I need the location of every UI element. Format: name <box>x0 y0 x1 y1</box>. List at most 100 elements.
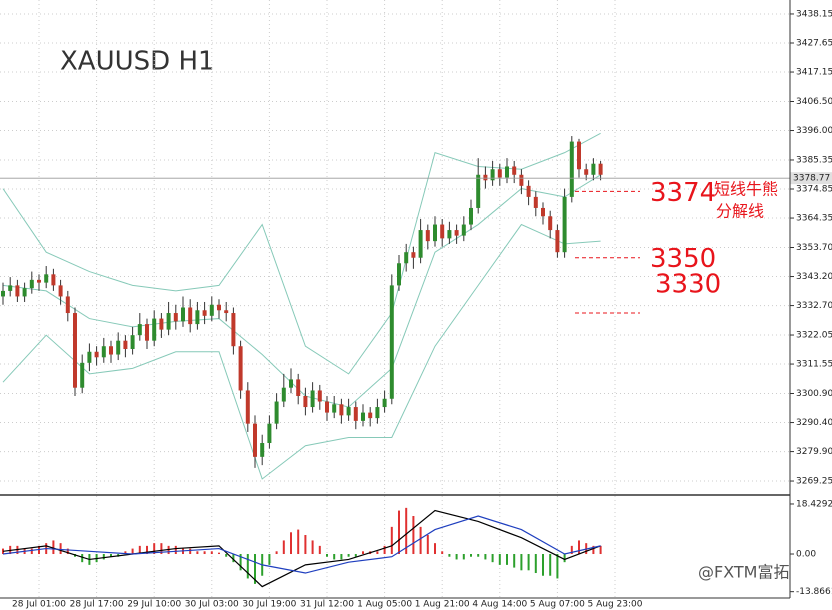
candle-body <box>375 407 380 419</box>
macd-histogram-bar <box>362 551 364 555</box>
candle-body <box>404 252 409 264</box>
x-tick-label: 28 Jul 01:00 <box>12 600 66 610</box>
y-tick-label: 3269.25 <box>796 477 832 487</box>
candle-body <box>447 230 452 239</box>
macd-histogram-bar <box>383 545 386 555</box>
candle-body <box>231 313 236 347</box>
candle-body <box>382 398 387 408</box>
macd-histogram-bar <box>513 554 516 568</box>
candle-body <box>123 340 128 349</box>
macd-histogram-bar <box>146 545 148 555</box>
y-tick-label: 3364.35 <box>796 214 832 224</box>
macd-histogram-bar <box>110 554 112 557</box>
macd-histogram-bar <box>390 526 393 555</box>
macd-line <box>2 509 601 588</box>
y-tick-label: 3290.40 <box>796 418 832 428</box>
candle-body <box>260 443 265 457</box>
candle-body <box>22 288 27 297</box>
candle-body <box>512 166 517 175</box>
macd-histogram-bar <box>520 554 523 571</box>
x-tick-label: 5 Aug 07:00 <box>530 600 585 610</box>
macd-histogram-bar <box>210 551 213 555</box>
macd-histogram-bar <box>412 516 415 555</box>
macd-histogram-bar <box>398 510 400 555</box>
candle-body <box>310 390 315 408</box>
candle-body <box>224 310 229 314</box>
macd-histogram-bar <box>218 552 220 555</box>
candle-body <box>598 163 603 175</box>
macd-histogram-bar <box>138 545 141 555</box>
candle-body <box>433 224 437 242</box>
candle-body <box>548 216 553 231</box>
candle-body <box>65 296 70 314</box>
level-label: 3374 <box>650 178 716 208</box>
y-tick-label: 3438.15 <box>796 9 832 19</box>
candle-body <box>238 346 243 391</box>
macd-histogram-bar <box>419 526 422 555</box>
macd-histogram-bar <box>556 554 559 579</box>
candle-body <box>58 285 63 297</box>
macd-histogram-bar <box>462 554 465 560</box>
candle-body <box>397 263 401 286</box>
macd-histogram-bar <box>203 551 206 555</box>
x-tick-label: 30 Jul 19:00 <box>242 600 296 610</box>
x-tick-label: 28 Jul 17:00 <box>70 600 124 610</box>
candle-body <box>15 285 20 297</box>
x-tick-label: 1 Aug 21:00 <box>415 600 470 610</box>
candle-body <box>152 318 157 341</box>
macd-histogram-bar <box>297 529 300 555</box>
candle-body <box>332 404 337 413</box>
candle-body <box>109 346 113 355</box>
macd-histogram-bar <box>340 554 343 560</box>
y-tick-label: 3279.90 <box>796 447 832 457</box>
candle-body <box>274 401 279 424</box>
candle-body <box>245 390 250 424</box>
y-tick-label: 3311.55 <box>796 360 832 370</box>
macd-line <box>2 515 601 574</box>
macd-histogram-bar <box>477 554 480 557</box>
candle-body <box>346 407 351 416</box>
candle-body <box>490 169 495 181</box>
y-tick-label: 3385.35 <box>796 155 832 165</box>
candle-body <box>577 141 581 170</box>
candle-body <box>217 304 221 311</box>
macd-histogram-bar <box>225 554 228 557</box>
macd-histogram-bar <box>174 545 177 555</box>
y-tick-label: 3332.70 <box>796 301 832 311</box>
y-tick-label: -13.8661 <box>796 587 832 597</box>
macd-histogram-bar <box>434 543 436 555</box>
x-tick-label: 1 Aug 05:00 <box>357 600 412 610</box>
macd-histogram-bar <box>354 554 357 557</box>
macd-histogram-bar <box>290 532 292 555</box>
candle-body <box>476 174 481 208</box>
level-label: 3350 <box>650 244 716 274</box>
macd-histogram-bar <box>448 554 451 557</box>
watermark: @FXTM富拓 <box>698 563 789 582</box>
candle-body <box>469 207 473 225</box>
macd-histogram-bar <box>491 554 494 563</box>
macd-histogram-bar <box>254 554 256 584</box>
macd-histogram-bar <box>318 545 321 555</box>
candle-body <box>389 285 394 399</box>
macd-histogram-bar <box>484 554 487 560</box>
candle-body <box>87 351 92 363</box>
candle-body <box>584 169 589 175</box>
y-tick-label: 3374.85 <box>796 185 832 195</box>
macd-histogram-bar <box>470 554 472 557</box>
candle-body <box>296 379 301 396</box>
x-tick-label: 30 Jul 03:00 <box>185 600 239 610</box>
candle-body <box>505 166 509 178</box>
candle-body <box>116 340 121 355</box>
candle-body <box>526 185 531 197</box>
candle-body <box>209 304 214 316</box>
macd-histogram-bar <box>549 554 552 576</box>
candle-body <box>281 387 286 402</box>
macd-histogram-bar <box>405 507 408 555</box>
macd-histogram-bar <box>311 540 314 555</box>
candle-body <box>188 307 193 325</box>
candle-body <box>317 390 322 402</box>
macd-histogram-bar <box>506 554 508 565</box>
y-tick-label: 3417.15 <box>796 68 832 78</box>
y-tick-label: 0.00 <box>796 550 816 560</box>
